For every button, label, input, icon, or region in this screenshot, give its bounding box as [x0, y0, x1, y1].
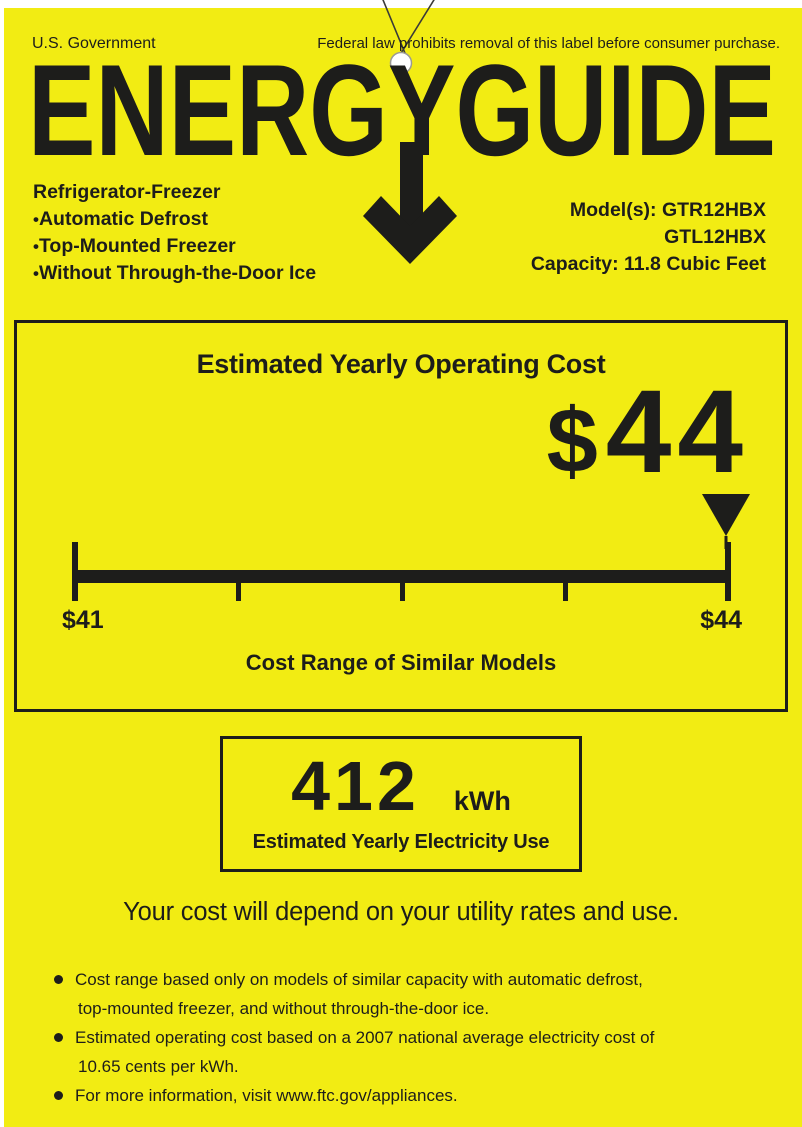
cost-box-title: Estimated Yearly Operating Cost — [196, 349, 606, 379]
feature-label: Top-Mounted Freezer — [38, 235, 236, 257]
footnote-text: For more information, visit www.ftc.gov/… — [75, 1086, 458, 1105]
capacity-line: Capacity: 11.8 Cubic Feet — [530, 253, 766, 275]
footnote-item: Estimated operating cost based on a 2007… — [52, 1023, 752, 1081]
currency-symbol: $ — [546, 390, 606, 492]
scale-tick — [563, 583, 568, 601]
scale-caption: Cost Range of Similar Models — [245, 650, 557, 675]
utility-rates-disclaimer: Your cost will depend on your utility ra… — [123, 898, 679, 926]
feature-item: •Top-Mounted Freezer — [33, 233, 316, 260]
models-line: GTL12HBX — [664, 226, 766, 248]
feature-label: Automatic Defrost — [38, 208, 208, 230]
bullet-icon: • — [33, 210, 39, 229]
cost-scale-bar — [75, 570, 729, 583]
feature-label: Without Through-the-Door Ice — [38, 262, 317, 284]
scale-tick — [236, 583, 241, 601]
bullet-icon: • — [33, 237, 39, 256]
footnote-text: Cost range based only on models of simil… — [75, 970, 643, 989]
yearly-cost-value: $44 — [547, 373, 749, 491]
federal-law-notice: Federal law prohibits removal of this la… — [317, 35, 780, 52]
electricity-use-value-row: 412 kWh — [223, 751, 579, 821]
kwh-value: 412 — [291, 747, 420, 825]
scale-tick — [400, 583, 405, 601]
appliance-description: Refrigerator-Freezer •Automatic Defrost … — [33, 179, 316, 287]
footnote-text: 10.65 cents per kWh. — [78, 1057, 239, 1076]
feature-item: •Without Through-the-Door Ice — [33, 260, 316, 287]
cost-amount: 44 — [605, 366, 749, 498]
string-line — [397, 0, 435, 59]
footnote-text: Estimated operating cost based on a 2007… — [75, 1028, 655, 1047]
scale-tick-min — [72, 542, 78, 601]
feature-item: •Automatic Defrost — [33, 206, 316, 233]
appliance-type: Refrigerator-Freezer — [33, 181, 221, 203]
down-arrow-icon — [363, 142, 457, 264]
models-line: Model(s): GTR12HBX — [569, 199, 766, 221]
bullet-icon — [54, 975, 63, 984]
bullet-icon — [54, 1033, 63, 1042]
footnote-text: top-mounted freezer, and without through… — [78, 999, 490, 1018]
operating-cost-box: Estimated Yearly Operating Cost $44 $41 … — [14, 320, 788, 712]
string-line — [382, 0, 408, 59]
bullet-icon: • — [33, 264, 39, 283]
footnote-item: For more information, visit www.ftc.gov/… — [52, 1081, 752, 1110]
bullet-icon — [54, 1091, 63, 1100]
electricity-use-box: 412 kWh Estimated Yearly Electricity Use — [220, 736, 582, 872]
electricity-use-caption: Estimated Yearly Electricity Use — [252, 831, 550, 853]
scale-tick-max — [725, 542, 731, 601]
kwh-unit: kWh — [453, 786, 511, 816]
scale-max-label: $44 — [700, 606, 742, 634]
hole-punch — [389, 51, 413, 75]
us-government-label: U.S. Government — [32, 35, 156, 52]
hang-string-and-hole — [382, 0, 435, 75]
model-capacity-block: Model(s): GTR12HBX GTL12HBX Capacity: 11… — [531, 197, 766, 278]
footnote-list: Cost range based only on models of simil… — [52, 965, 752, 1110]
scale-min-label: $41 — [62, 606, 104, 634]
footnote-item: Cost range based only on models of simil… — [52, 965, 752, 1023]
